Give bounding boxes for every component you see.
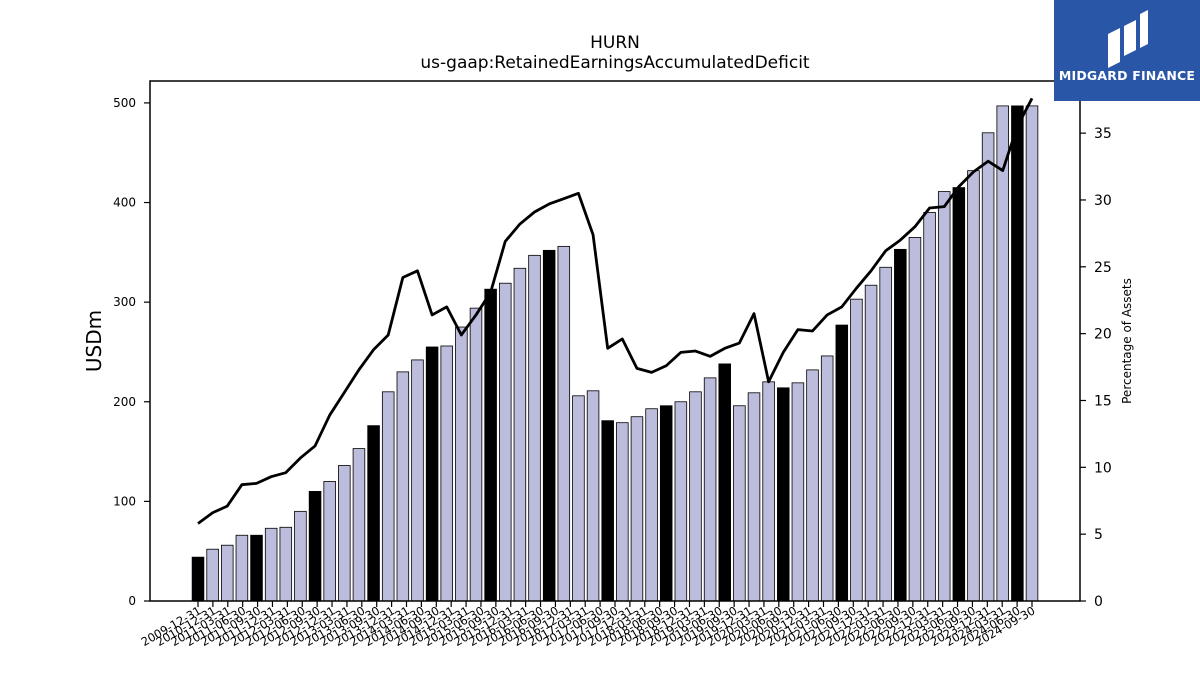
bar [1011,105,1024,602]
bar [513,267,527,602]
bar [425,346,439,602]
y-axis-right: 0 5 10 15 20 25 30 35 [1080,126,1112,610]
y2-tick-label: 15 [1094,393,1112,409]
bar [221,544,234,602]
bar [762,381,775,602]
bar [952,187,966,602]
bar [455,326,468,602]
bar [981,132,995,602]
bar [937,191,951,602]
bar [864,284,878,602]
bar [352,448,366,602]
bar [469,307,483,602]
logo-icon [1108,10,1148,68]
logo-text: MIDGARD FINANCE [1058,68,1196,83]
bar [996,105,1009,602]
y-axis-left: 0 100 200 300 400 500 [113,96,150,608]
bar [440,345,453,602]
chart-title: HURN [590,33,640,53]
brand-logo: MIDGARD FINANCE [1054,0,1200,101]
bar [630,416,644,602]
y-tick-label: 400 [113,196,136,210]
bar [703,377,717,602]
bar [381,391,395,602]
y2-tick-label: 5 [1094,527,1103,543]
bar [806,369,819,602]
bar [264,527,278,602]
bar [294,510,307,602]
bar [601,420,614,602]
bar [645,408,658,602]
bar [279,526,293,602]
line-series [197,97,1034,525]
bar [674,401,688,602]
y2-tick-label: 30 [1094,193,1112,209]
x-axis: 2009-12-312010-12-312011-03-312011-06-30… [139,601,1038,649]
y2-tick-label: 35 [1094,126,1112,142]
y-axis-label: USDm [82,310,106,372]
bar [923,212,936,602]
bar [542,249,556,602]
bar [1025,105,1039,602]
bar [191,556,205,602]
bar [908,236,922,602]
bar [396,371,410,602]
chart-subtitle: us-gaap:RetainedEarningsAccumulatedDefic… [420,53,810,73]
bar [557,245,571,602]
bar [820,355,834,602]
bar [791,382,805,602]
bar [850,298,863,602]
bar [894,248,907,602]
y2-tick-label: 25 [1094,260,1112,276]
y2-axis-label: Percentage of Assets [1120,278,1134,404]
y2-tick-label: 20 [1094,327,1112,343]
bar [411,359,424,602]
bar [235,534,249,602]
bar [586,390,600,602]
y2-tick-label: 0 [1094,594,1103,610]
bar [308,491,322,602]
bar [777,387,790,602]
bar [835,324,849,602]
y-tick-label: 100 [113,494,136,508]
bar [659,405,673,602]
y-tick-label: 200 [113,395,136,409]
bar [338,465,351,602]
bar [689,391,702,602]
percentage-line [197,97,1034,525]
bar [967,170,980,602]
bar-series [191,105,1039,602]
bar [484,288,497,602]
bar [206,548,219,602]
bar [499,282,512,602]
y-tick-label: 500 [113,96,136,110]
bar [250,534,263,602]
bar [718,363,731,602]
bar [879,266,892,602]
bar [747,392,761,602]
bar [616,422,629,602]
bar [323,481,336,602]
bar [528,254,541,602]
bar [572,395,585,602]
y-tick-label: 0 [128,594,136,608]
y-tick-label: 300 [113,295,136,309]
bar [367,425,380,602]
y2-tick-label: 10 [1094,460,1112,476]
bar [733,405,746,602]
